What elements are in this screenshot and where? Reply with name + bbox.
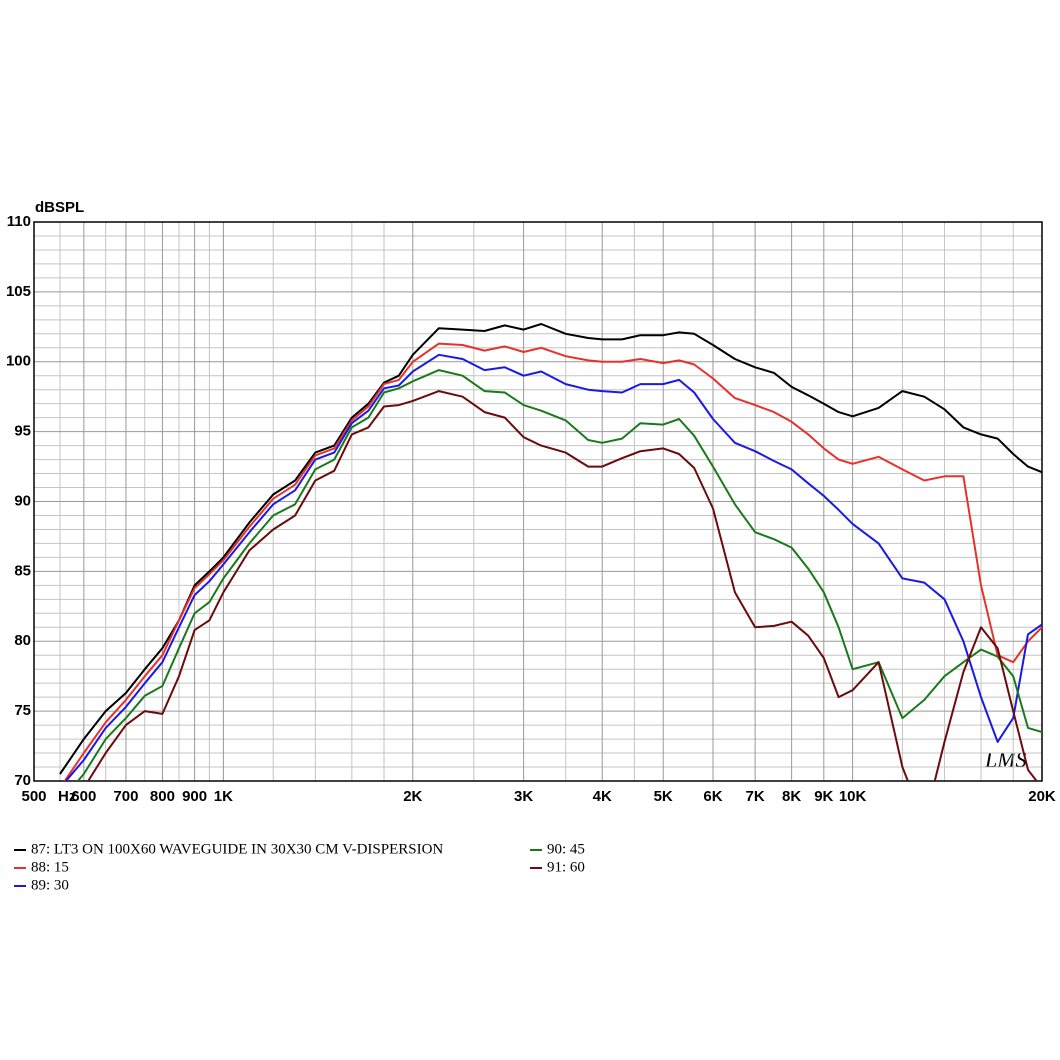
plot-lines bbox=[59, 323, 1042, 781]
y-tick-label: 70 bbox=[14, 772, 31, 789]
x-tick-label: 700 bbox=[113, 788, 138, 805]
x-tick-label: 2K bbox=[403, 788, 422, 805]
y-tick-label: 110 bbox=[7, 213, 31, 230]
x-tick-label: 3K bbox=[514, 788, 533, 805]
x-tick-label: 1K bbox=[214, 788, 233, 805]
y-tick-label: 105 bbox=[6, 283, 31, 300]
x-tick-label: 20K bbox=[1028, 788, 1056, 805]
y-tick-label: 80 bbox=[14, 632, 31, 649]
legend-label: 87: LT3 ON 100X60 WAVEGUIDE IN 30X30 CM … bbox=[31, 841, 443, 857]
y-tick-label: 75 bbox=[14, 702, 31, 719]
y-tick-label: 90 bbox=[14, 492, 31, 509]
x-tick-label: 800 bbox=[150, 788, 175, 805]
series-line bbox=[76, 369, 1042, 781]
legend-label: 88: 15 bbox=[31, 859, 69, 875]
x-axis-label: Hz bbox=[58, 788, 76, 805]
series-line bbox=[87, 390, 1038, 781]
series-line bbox=[59, 323, 1042, 775]
legend-label: 89: 30 bbox=[31, 877, 69, 893]
x-tick-label: 5K bbox=[654, 788, 673, 805]
y-tick-label: 85 bbox=[14, 562, 31, 579]
y-axis-label: dBSPL bbox=[35, 199, 84, 216]
x-tick-label: 500 bbox=[21, 788, 46, 805]
x-tick-label: 10K bbox=[839, 788, 867, 805]
x-tick-label: 6K bbox=[703, 788, 722, 805]
series-line bbox=[64, 353, 1042, 781]
y-tick-label: 100 bbox=[6, 353, 31, 370]
x-tick-label: 8K bbox=[782, 788, 801, 805]
x-tick-label: 900 bbox=[182, 788, 207, 805]
x-tick-label: 4K bbox=[593, 788, 612, 805]
legend-label: 90: 45 bbox=[547, 841, 585, 857]
watermark: LMS bbox=[984, 747, 1027, 772]
x-tick-label: 9K bbox=[814, 788, 833, 805]
x-tick-label: 7K bbox=[746, 788, 765, 805]
y-tick-label: 95 bbox=[14, 423, 31, 440]
legend-label: 91: 60 bbox=[547, 859, 585, 875]
series-line bbox=[63, 342, 1042, 781]
x-tick-label: 600 bbox=[71, 788, 96, 805]
plot-frame bbox=[33, 221, 1043, 782]
